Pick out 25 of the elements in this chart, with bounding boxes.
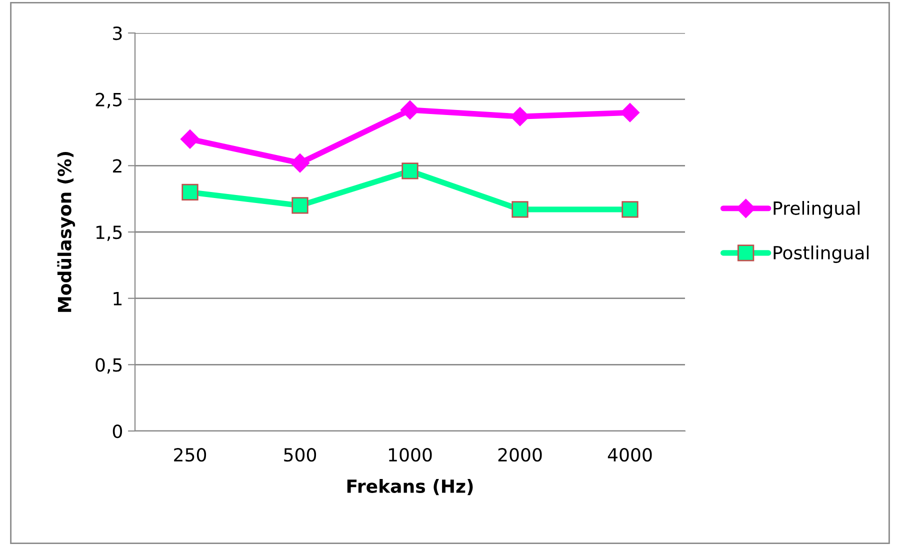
y-tick-label: 3 xyxy=(113,26,122,40)
point xyxy=(512,201,528,218)
point xyxy=(620,103,640,122)
x-tick-label: 1000 xyxy=(389,448,432,462)
x-axis-title: Frekans (Hz) xyxy=(347,479,473,496)
point xyxy=(292,197,308,214)
y-tick-label: 2,5 xyxy=(96,92,122,108)
x-tick-label: 2000 xyxy=(498,448,542,462)
y-tick-label: 0,5 xyxy=(96,358,122,374)
point xyxy=(400,100,420,120)
y-tick-label: 1,5 xyxy=(96,226,122,241)
point xyxy=(180,130,200,149)
point xyxy=(402,162,418,180)
point xyxy=(622,201,638,218)
y-axis-title: Modülasyon (%) xyxy=(57,152,76,312)
x-tick-label: 250 xyxy=(174,448,206,462)
point xyxy=(290,153,310,173)
y-tick-label: 1 xyxy=(114,292,122,306)
legend-label: Prelingual xyxy=(774,200,860,218)
y-tick-label: 2 xyxy=(113,159,122,173)
x-tick-label: 500 xyxy=(284,448,316,462)
point xyxy=(182,184,198,201)
x-tick-label: 4000 xyxy=(608,448,652,462)
y-tick-label: 0 xyxy=(112,424,122,438)
legend-label: Postlingual xyxy=(774,246,869,264)
